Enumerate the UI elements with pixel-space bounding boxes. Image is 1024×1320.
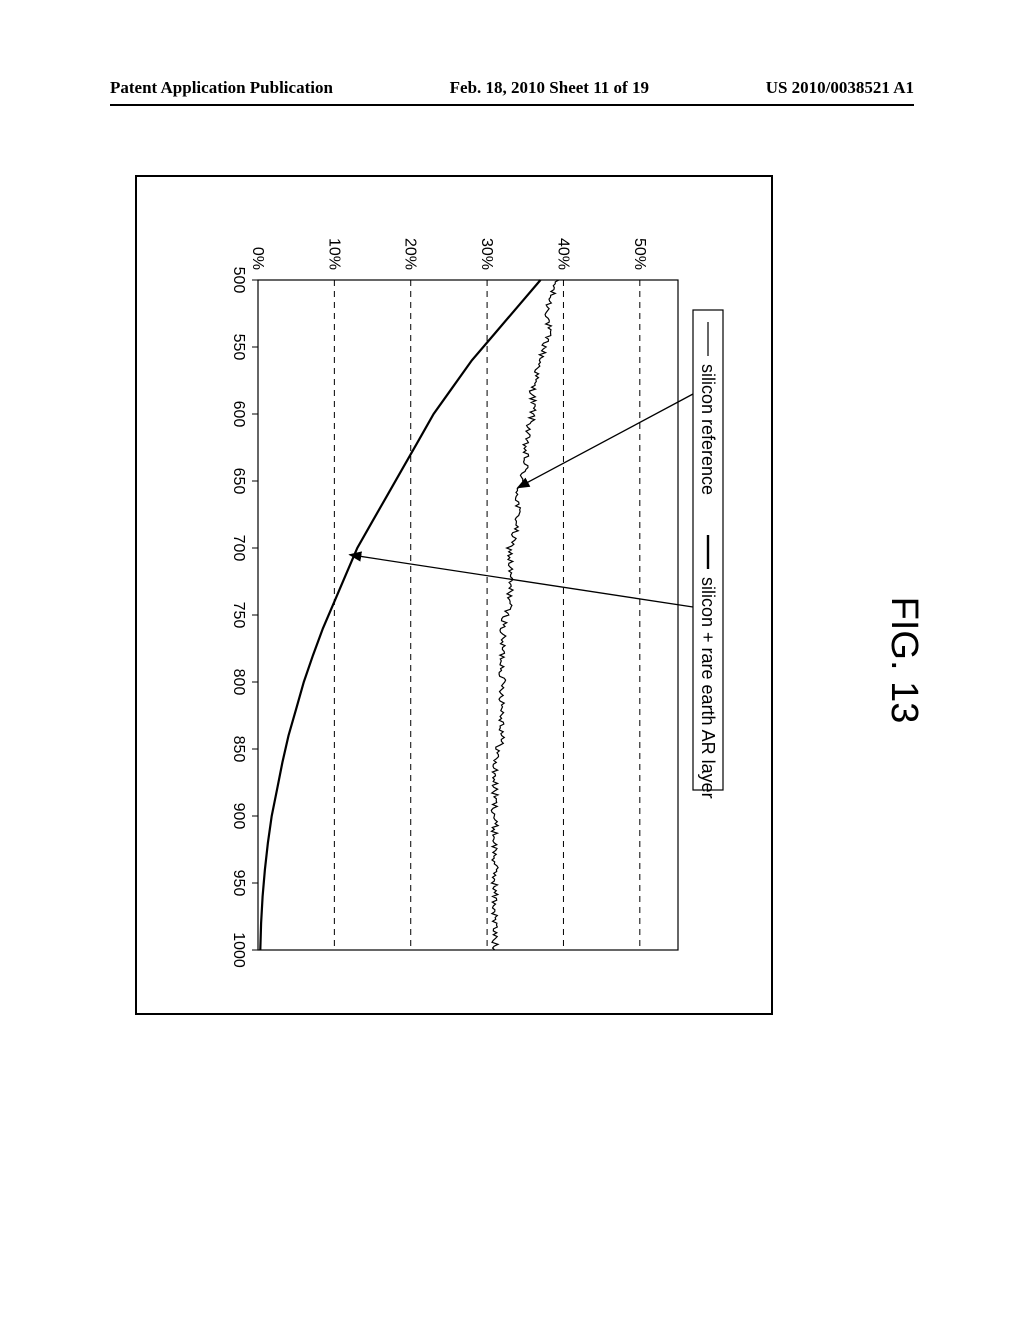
svg-text:10%: 10% bbox=[325, 238, 342, 270]
svg-text:850: 850 bbox=[230, 736, 247, 763]
svg-text:50%: 50% bbox=[631, 238, 648, 270]
svg-text:650: 650 bbox=[230, 468, 247, 495]
svg-text:40%: 40% bbox=[554, 238, 571, 270]
figure-frame: 0% 10% 20% 30% 40% 50% 500 550 600 650 700 750 800 85… bbox=[135, 175, 773, 1015]
page-header: Patent Application Publication Feb. 18, … bbox=[0, 78, 1024, 98]
svg-text:silicon reference: silicon reference bbox=[698, 364, 718, 495]
header-rule bbox=[110, 104, 914, 106]
chart-svg: 0% 10% 20% 30% 40% 50% 500 550 600 650 700 750 800 85… bbox=[160, 200, 748, 990]
svg-text:silicon + rare earth AR layer: silicon + rare earth AR layer bbox=[698, 577, 718, 799]
header-right: US 2010/0038521 A1 bbox=[766, 78, 914, 98]
svg-text:800: 800 bbox=[230, 669, 247, 696]
chart-wrapper: 0% 10% 20% 30% 40% 50% 500 550 600 650 700 750 800 85… bbox=[160, 200, 748, 990]
svg-text:950: 950 bbox=[230, 870, 247, 897]
svg-text:30%: 30% bbox=[478, 238, 495, 270]
header-left: Patent Application Publication bbox=[110, 78, 333, 98]
header-center: Feb. 18, 2010 Sheet 11 of 19 bbox=[450, 78, 649, 98]
figure-label: FIG. 13 bbox=[882, 597, 925, 724]
svg-text:20%: 20% bbox=[402, 238, 419, 270]
svg-text:600: 600 bbox=[230, 401, 247, 428]
svg-text:0%: 0% bbox=[249, 247, 266, 270]
svg-text:550: 550 bbox=[230, 334, 247, 361]
svg-text:500: 500 bbox=[230, 267, 247, 294]
svg-text:750: 750 bbox=[230, 602, 247, 629]
svg-text:700: 700 bbox=[230, 535, 247, 562]
svg-text:900: 900 bbox=[230, 803, 247, 830]
svg-text:1000: 1000 bbox=[230, 932, 247, 968]
